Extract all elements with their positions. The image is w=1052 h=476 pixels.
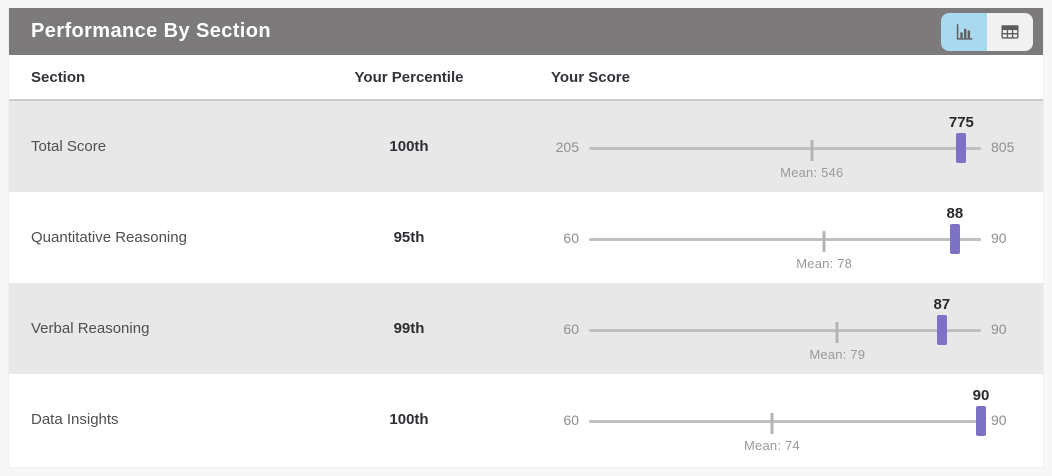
percentile-value: 95th — [393, 229, 425, 246]
score-slider: 205 775 Mean: 546 805 — [509, 101, 1043, 192]
score-value: 88 — [946, 205, 964, 222]
card-header: Performance By Section — [9, 8, 1043, 55]
column-header-percentile: Your Percentile — [354, 68, 464, 86]
mean-label: Mean: 78 — [796, 256, 853, 271]
mean-tick — [822, 231, 826, 252]
score-value: 775 — [948, 114, 974, 131]
mean-label: Mean: 546 — [780, 165, 844, 180]
percentile-value: 99th — [393, 320, 425, 337]
slider-track — [589, 147, 981, 150]
slider-track — [589, 329, 981, 332]
section-name: Quantitative Reasoning — [31, 229, 187, 246]
mean-tick — [770, 413, 774, 434]
view-toggle — [941, 12, 1033, 51]
column-header-score: Your Score — [551, 68, 630, 86]
score-marker — [936, 315, 947, 345]
score-slider: 60 90 Mean: 74 90 — [509, 374, 1043, 465]
percentile-value: 100th — [389, 138, 429, 155]
score-marker — [956, 133, 967, 163]
rows-container: Total Score 100th 205 775 Mean: 546 805 … — [9, 101, 1043, 465]
column-headers: Section Your Percentile Your Score — [9, 55, 1043, 101]
section-name: Data Insights — [31, 411, 119, 428]
chart-view-button[interactable] — [941, 12, 987, 51]
slider-max-label: 805 — [991, 138, 1015, 155]
section-name: Total Score — [31, 138, 107, 155]
score-marker — [976, 406, 986, 436]
slider-min-label: 205 — [555, 138, 579, 155]
slider-track — [589, 238, 981, 241]
score-value: 87 — [933, 296, 951, 313]
mean-label: Mean: 74 — [744, 438, 800, 453]
mean-label: Mean: 79 — [809, 347, 866, 362]
slider-track-area: 775 Mean: 546 — [589, 101, 981, 192]
table-row: Verbal Reasoning 99th 60 87 Mean: 79 90 — [9, 283, 1043, 374]
slider-max-label: 90 — [991, 411, 1007, 428]
table-row: Total Score 100th 205 775 Mean: 546 805 — [9, 101, 1043, 192]
column-header-section: Section — [31, 68, 86, 86]
performance-by-section-card: Performance By Section — [8, 8, 1044, 468]
score-slider: 60 87 Mean: 79 90 — [509, 283, 1043, 374]
slider-track-area: 87 Mean: 79 — [589, 283, 981, 374]
slider-track — [589, 420, 981, 423]
percentile-value: 100th — [389, 411, 429, 428]
table-icon — [999, 21, 1021, 43]
slider-max-label: 90 — [991, 320, 1007, 337]
mean-tick — [835, 322, 839, 343]
table-row: Quantitative Reasoning 95th 60 88 Mean: … — [9, 192, 1043, 283]
slider-min-label: 60 — [563, 320, 579, 337]
section-name: Verbal Reasoning — [31, 320, 150, 337]
slider-track-area: 90 Mean: 74 — [589, 374, 989, 465]
score-slider: 60 88 Mean: 78 90 — [509, 192, 1043, 283]
table-row: Data Insights 100th 60 90 Mean: 74 90 — [9, 374, 1043, 465]
mean-tick — [810, 140, 814, 161]
bar-chart-icon — [953, 21, 975, 43]
slider-min-label: 60 — [563, 411, 579, 428]
score-value: 90 — [972, 387, 990, 404]
table-view-button[interactable] — [987, 12, 1033, 51]
score-marker — [949, 224, 960, 254]
slider-min-label: 60 — [563, 229, 579, 246]
slider-track-area: 88 Mean: 78 — [589, 192, 981, 283]
page-title: Performance By Section — [31, 20, 271, 42]
slider-max-label: 90 — [991, 229, 1007, 246]
